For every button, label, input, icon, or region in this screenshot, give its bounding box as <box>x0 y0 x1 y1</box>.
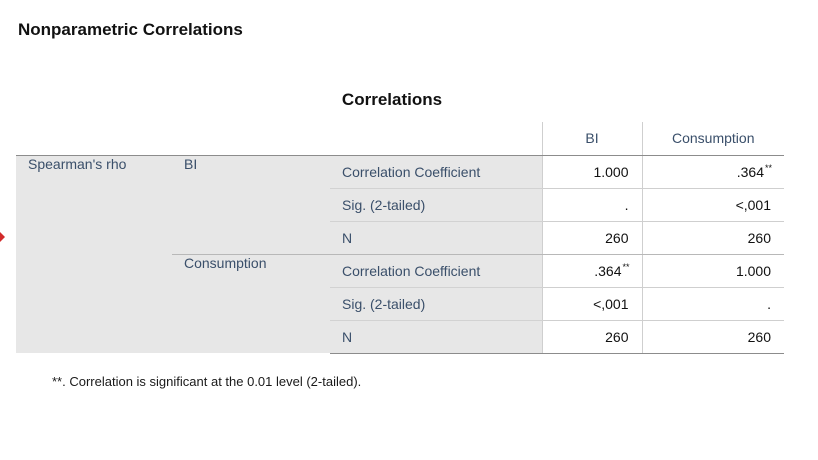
stat-label: N <box>330 320 542 354</box>
table-row: Sig. (2-tailed) <,001 . <box>16 287 784 321</box>
variable-label-consumption: Consumption <box>172 254 330 353</box>
significance-flag: ** <box>622 262 630 272</box>
table-row: Spearman's rho BI Correlation Coefficien… <box>16 155 784 353</box>
table-cell: 260 <box>541 320 642 354</box>
column-header-consumption: Consumption <box>641 122 784 156</box>
stat-label: N <box>330 221 542 255</box>
header-blank <box>172 122 330 156</box>
significance-flag: ** <box>764 163 772 173</box>
table-cell: 1.000 <box>541 155 642 189</box>
table-cell: .364** <box>541 254 642 288</box>
table-cell: .364** <box>641 155 784 189</box>
column-header-bi: BI <box>541 122 642 156</box>
table-row: Consumption Correlation Coefficient .364… <box>16 254 784 353</box>
table-cell: 260 <box>641 221 784 255</box>
table-title: Correlations <box>341 90 443 109</box>
stat-label: Sig. (2-tailed) <box>330 188 542 222</box>
stat-label: Correlation Coefficient <box>330 254 542 288</box>
output-heading: Nonparametric Correlations <box>18 20 243 39</box>
table-row: Sig. (2-tailed) . <,001 <box>16 188 784 222</box>
method-label: Spearman's rho <box>16 155 172 353</box>
header-blank <box>330 122 542 156</box>
selection-marker-icon <box>0 232 5 242</box>
table-row: N 260 260 <box>16 320 784 354</box>
table-cell: 260 <box>541 221 642 255</box>
table-row: N 260 260 <box>16 221 784 255</box>
table-cell: 260 <box>641 320 784 354</box>
header-blank <box>16 122 172 156</box>
table-footnote: **. Correlation is significant at the 0.… <box>52 374 362 389</box>
variable-label-bi: BI <box>172 155 330 255</box>
stat-label: Correlation Coefficient <box>330 155 542 189</box>
table-cell: 1.000 <box>641 254 784 288</box>
stat-label: Sig. (2-tailed) <box>330 287 542 321</box>
table-header-row: BI Consumption <box>16 122 784 156</box>
correlations-table[interactable]: BI Consumption Spearman's rho BI Correla… <box>16 122 784 354</box>
table-cell: . <box>641 287 784 321</box>
table-cell: . <box>541 188 642 222</box>
table-cell: <,001 <box>641 188 784 222</box>
table-cell: <,001 <box>541 287 642 321</box>
